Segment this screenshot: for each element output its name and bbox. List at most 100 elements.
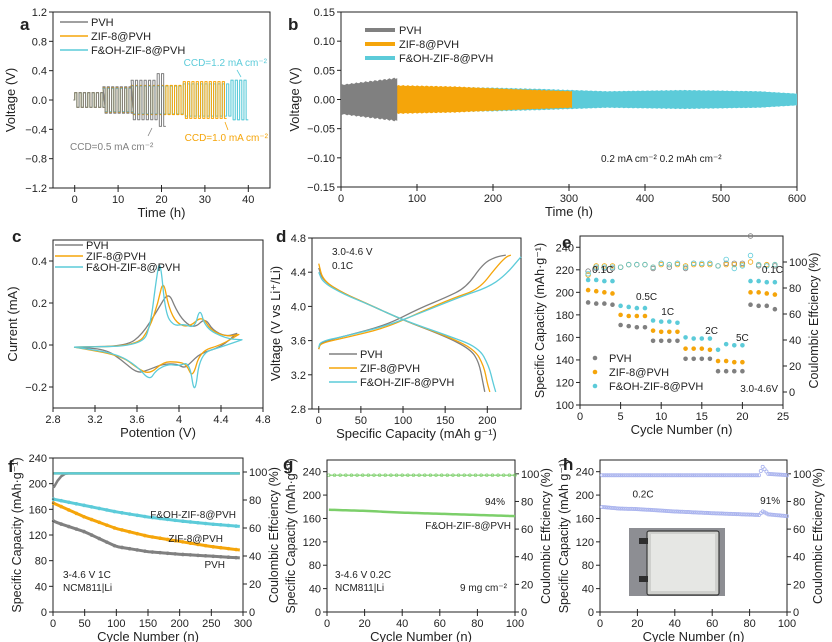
capacity-point: [635, 507, 640, 512]
ce-point: [665, 473, 670, 478]
x-axis-label: Potention (V): [120, 425, 196, 440]
x-tick-label: 150: [436, 415, 454, 427]
capacity-point: [727, 511, 732, 516]
ce-point: [777, 472, 782, 477]
annotation-conditions: 3-4.6 V 0.2C: [335, 570, 391, 581]
ce-point: [770, 472, 775, 477]
ce-point: [639, 473, 644, 478]
ce-point: [755, 473, 760, 478]
ce-point: [605, 473, 610, 478]
y-right-tick-label: 60: [249, 523, 261, 535]
x-tick-label: 600: [788, 193, 806, 205]
x-tick-label: 40: [396, 618, 408, 630]
ce-point: [593, 264, 599, 270]
y-tick-label: 0.05: [314, 65, 335, 77]
capacity-point: [599, 504, 604, 509]
x-tick-label: 250: [202, 618, 220, 630]
capacity-point: [143, 533, 147, 538]
capacity-point: [667, 338, 672, 344]
y-tick-label: 1.2: [32, 7, 47, 19]
capacity-point: [725, 511, 730, 516]
y-tick-label: 2.8: [291, 404, 306, 416]
ce-point: [682, 264, 689, 270]
x-tick-label: 10: [112, 194, 124, 206]
capacity-point: [624, 506, 629, 511]
ce-point: [731, 261, 737, 268]
capacity-point: [772, 279, 778, 285]
ce-point: [629, 473, 634, 478]
ce-point: [708, 473, 713, 478]
ce-point: [758, 469, 763, 474]
capacity-point: [602, 301, 607, 306]
capacity-point: [663, 508, 668, 513]
capacity-point: [622, 506, 627, 511]
ce-point: [674, 473, 679, 478]
capacity-point: [751, 512, 756, 517]
x-tick-label: 0: [50, 618, 56, 630]
panel-label: h: [563, 455, 573, 474]
capacity-point: [105, 508, 109, 512]
ce-point: [689, 473, 694, 478]
ce-point: [338, 473, 342, 477]
capacity-point: [650, 328, 656, 333]
ce-point: [655, 473, 660, 478]
capacity-point: [682, 509, 687, 514]
capacity-point: [683, 356, 688, 362]
capacity-point: [188, 520, 193, 524]
capacity-point: [775, 513, 780, 518]
capacity-point: [112, 509, 117, 514]
annotation-arrow: [147, 127, 153, 137]
ce-point: [691, 473, 696, 478]
ce-point: [406, 473, 410, 477]
capacity-point: [707, 347, 713, 353]
capacity-point: [684, 509, 689, 514]
plot-frame: [599, 459, 788, 613]
capacity-point: [781, 513, 786, 518]
capacity-point: [691, 510, 696, 515]
capacity-point: [219, 545, 223, 550]
capacity-point: [749, 512, 754, 517]
ce-point: [423, 473, 427, 477]
capacity-point: [618, 303, 623, 309]
retention-label: 94%: [485, 497, 505, 508]
capacity-point: [770, 512, 775, 517]
ce-point: [666, 264, 673, 270]
ce-point: [642, 473, 647, 478]
ce-point: [361, 473, 365, 477]
series-band-pvh: [341, 77, 398, 122]
legend-label: ZIF-8@PVH: [86, 251, 146, 263]
y-right-tick-label: 20: [521, 579, 533, 591]
legend-label: PVH: [609, 353, 632, 365]
ce-point: [734, 473, 739, 478]
y-right-tick-label: 0: [789, 387, 795, 399]
y-tick-label: 200: [576, 490, 594, 502]
legend-label: ZIF-8@PVH: [399, 39, 459, 51]
ce-point: [462, 473, 466, 477]
x-tick-label: 4.4: [213, 414, 228, 426]
capacity-point: [642, 507, 647, 512]
capacity-point: [693, 510, 698, 515]
ce-point: [585, 271, 591, 277]
y-tick-label: 0.10: [314, 36, 335, 48]
x-axis-label: Cycle Number (n): [370, 629, 472, 642]
capacity-point: [779, 513, 784, 518]
ce-point: [473, 473, 478, 477]
panel-c-cv: c 2.8 3.2 3.6 4 4.4 4.8 −0.2 0.0 0.2 0.4 Potention …: [5, 227, 271, 440]
ce-point: [502, 473, 506, 477]
capacity-point: [611, 505, 616, 510]
ce-point: [723, 256, 729, 263]
capacity-point: [747, 512, 752, 517]
ce-point: [699, 260, 705, 266]
loading-label: 9 mg cm⁻²: [460, 583, 508, 594]
y-right-tick-label: 0: [521, 607, 527, 619]
plot-frame: [311, 237, 522, 410]
y-tick-label: −0.8: [25, 154, 47, 166]
capacity-point: [699, 356, 705, 362]
y-tick-label: 160: [29, 504, 47, 516]
capacity-point: [165, 551, 170, 556]
y-right-tick-label: 100: [793, 469, 811, 481]
x-tick-label: 5: [618, 411, 624, 423]
capacity-point: [650, 318, 656, 323]
